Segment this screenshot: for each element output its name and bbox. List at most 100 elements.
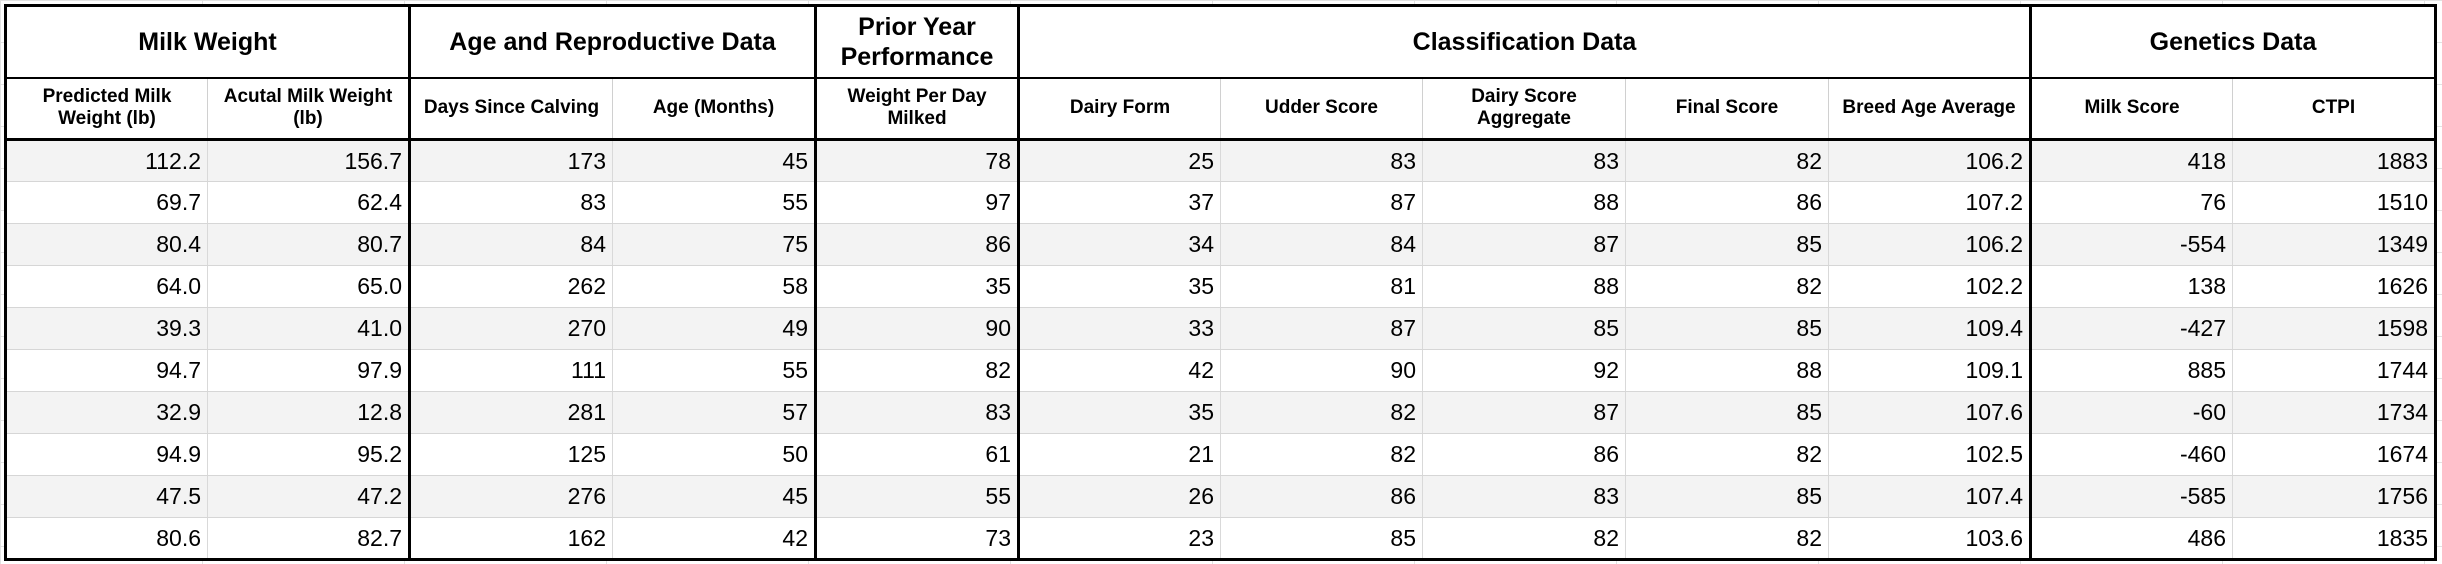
- table-cell[interactable]: 102.5: [1828, 433, 2031, 476]
- table-cell[interactable]: 32.9: [4, 391, 208, 434]
- table-cell[interactable]: 47.2: [207, 475, 410, 518]
- table-cell[interactable]: 112.2: [4, 139, 208, 182]
- table-cell[interactable]: 173: [408, 139, 613, 182]
- table-cell[interactable]: 486: [2029, 517, 2233, 560]
- table-cell[interactable]: 103.6: [1828, 517, 2031, 560]
- table-cell[interactable]: 76: [2029, 181, 2233, 224]
- table-cell[interactable]: 35: [814, 265, 1019, 308]
- table-cell[interactable]: 39.3: [4, 307, 208, 350]
- table-cell[interactable]: 138: [2029, 265, 2233, 308]
- table-cell[interactable]: 97.9: [207, 349, 410, 392]
- table-cell[interactable]: 97: [814, 181, 1019, 224]
- table-cell[interactable]: 107.4: [1828, 475, 2031, 518]
- table-cell[interactable]: 25: [1017, 139, 1221, 182]
- table-cell[interactable]: 42: [612, 517, 816, 560]
- table-cell[interactable]: 109.1: [1828, 349, 2031, 392]
- group-header-milk-weight[interactable]: Milk Weight: [4, 5, 411, 79]
- table-cell[interactable]: 84: [1220, 223, 1423, 266]
- table-cell[interactable]: 1510: [2232, 181, 2436, 224]
- table-cell[interactable]: 86: [1220, 475, 1423, 518]
- table-cell[interactable]: 83: [1220, 139, 1423, 182]
- table-cell[interactable]: 82: [1625, 265, 1829, 308]
- table-cell[interactable]: 262: [408, 265, 613, 308]
- table-cell[interactable]: -554: [2029, 223, 2233, 266]
- group-header-prior-year[interactable]: Prior Year Performance: [814, 5, 1020, 79]
- table-cell[interactable]: 78: [814, 139, 1019, 182]
- column-header-udder-score[interactable]: Udder Score: [1220, 77, 1423, 141]
- table-cell[interactable]: 58: [612, 265, 816, 308]
- table-cell[interactable]: -460: [2029, 433, 2233, 476]
- column-header-dairy-score-aggregate[interactable]: Dairy Score Aggregate: [1422, 77, 1626, 141]
- table-cell[interactable]: 85: [1625, 391, 1829, 434]
- table-cell[interactable]: 85: [1220, 517, 1423, 560]
- table-cell[interactable]: 87: [1220, 307, 1423, 350]
- table-cell[interactable]: 276: [408, 475, 613, 518]
- table-cell[interactable]: 69.7: [4, 181, 208, 224]
- table-cell[interactable]: 1835: [2232, 517, 2436, 560]
- table-cell[interactable]: 102.2: [1828, 265, 2031, 308]
- table-cell[interactable]: 85: [1625, 307, 1829, 350]
- table-cell[interactable]: 35: [1017, 391, 1221, 434]
- table-cell[interactable]: 62.4: [207, 181, 410, 224]
- table-cell[interactable]: 80.6: [4, 517, 208, 560]
- table-cell[interactable]: 23: [1017, 517, 1221, 560]
- table-cell[interactable]: 1598: [2232, 307, 2436, 350]
- table-cell[interactable]: 65.0: [207, 265, 410, 308]
- table-cell[interactable]: -60: [2029, 391, 2233, 434]
- table-cell[interactable]: 1883: [2232, 139, 2436, 182]
- table-cell[interactable]: 1349: [2232, 223, 2436, 266]
- table-cell[interactable]: 88: [1625, 349, 1829, 392]
- table-cell[interactable]: 34: [1017, 223, 1221, 266]
- table-cell[interactable]: 81: [1220, 265, 1423, 308]
- column-header-final-score[interactable]: Final Score: [1625, 77, 1829, 141]
- column-header-days-since-calving[interactable]: Days Since Calving: [408, 77, 613, 141]
- table-cell[interactable]: 55: [612, 181, 816, 224]
- table-cell[interactable]: 45: [612, 139, 816, 182]
- table-cell[interactable]: 418: [2029, 139, 2233, 182]
- table-cell[interactable]: 106.2: [1828, 223, 2031, 266]
- table-cell[interactable]: 85: [1422, 307, 1626, 350]
- table-cell[interactable]: 75: [612, 223, 816, 266]
- table-cell[interactable]: 80.4: [4, 223, 208, 266]
- table-cell[interactable]: 85: [1625, 223, 1829, 266]
- table-cell[interactable]: 37: [1017, 181, 1221, 224]
- column-header-milk-score[interactable]: Milk Score: [2029, 77, 2233, 141]
- table-cell[interactable]: 26: [1017, 475, 1221, 518]
- table-cell[interactable]: 162: [408, 517, 613, 560]
- table-cell[interactable]: 111: [408, 349, 613, 392]
- table-cell[interactable]: 45: [612, 475, 816, 518]
- table-cell[interactable]: 109.4: [1828, 307, 2031, 350]
- table-cell[interactable]: 86: [1625, 181, 1829, 224]
- table-cell[interactable]: 21: [1017, 433, 1221, 476]
- table-cell[interactable]: 80.7: [207, 223, 410, 266]
- table-cell[interactable]: 86: [1422, 433, 1626, 476]
- table-cell[interactable]: 73: [814, 517, 1019, 560]
- group-header-age-reproductive[interactable]: Age and Reproductive Data: [408, 5, 817, 79]
- table-cell[interactable]: 83: [814, 391, 1019, 434]
- table-cell[interactable]: 1626: [2232, 265, 2436, 308]
- table-cell[interactable]: 106.2: [1828, 139, 2031, 182]
- table-cell[interactable]: 12.8: [207, 391, 410, 434]
- table-cell[interactable]: 82: [1220, 391, 1423, 434]
- table-cell[interactable]: 88: [1422, 265, 1626, 308]
- table-cell[interactable]: 83: [1422, 139, 1626, 182]
- table-cell[interactable]: 85: [1625, 475, 1829, 518]
- column-header-actual-milk-weight[interactable]: Acutal Milk Weight (lb): [207, 77, 410, 141]
- table-cell[interactable]: 83: [408, 181, 613, 224]
- table-cell[interactable]: 64.0: [4, 265, 208, 308]
- table-cell[interactable]: 94.9: [4, 433, 208, 476]
- table-cell[interactable]: 281: [408, 391, 613, 434]
- column-header-predicted-milk-weight[interactable]: Predicted Milk Weight (lb): [4, 77, 208, 141]
- table-cell[interactable]: 92: [1422, 349, 1626, 392]
- table-cell[interactable]: 87: [1220, 181, 1423, 224]
- table-cell[interactable]: 82: [1625, 139, 1829, 182]
- table-cell[interactable]: 41.0: [207, 307, 410, 350]
- column-header-ctpi[interactable]: CTPI: [2232, 77, 2436, 141]
- table-cell[interactable]: 87: [1422, 391, 1626, 434]
- table-cell[interactable]: 1674: [2232, 433, 2436, 476]
- table-cell[interactable]: 94.7: [4, 349, 208, 392]
- group-header-genetics[interactable]: Genetics Data: [2029, 5, 2437, 79]
- table-cell[interactable]: 156.7: [207, 139, 410, 182]
- table-cell[interactable]: 42: [1017, 349, 1221, 392]
- table-cell[interactable]: 87: [1422, 223, 1626, 266]
